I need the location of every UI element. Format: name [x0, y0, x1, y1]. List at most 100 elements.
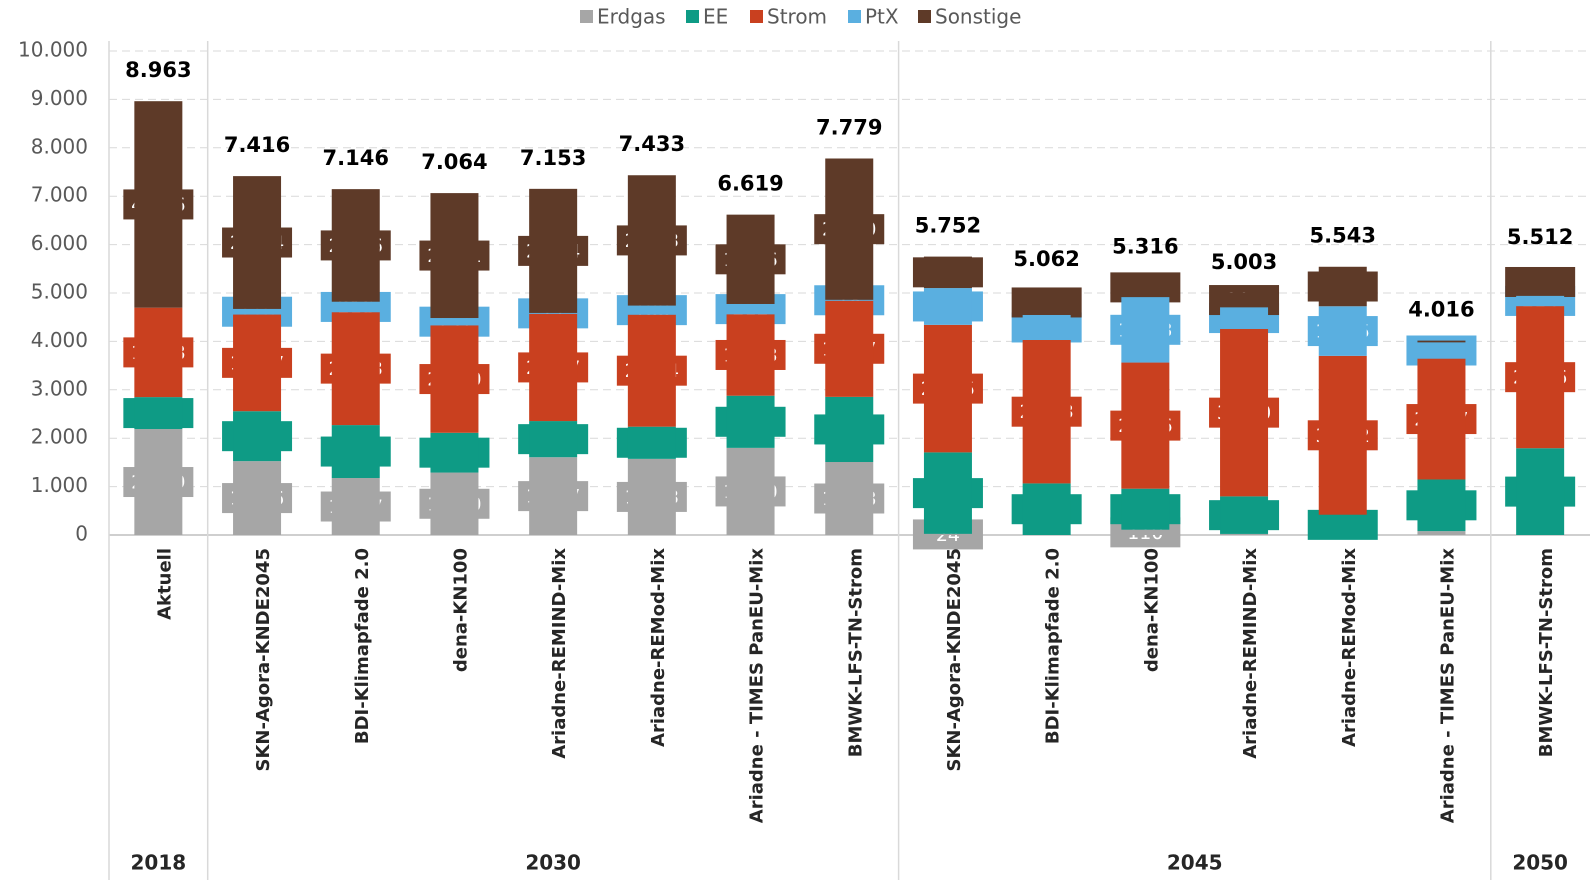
- x-tick-label: BMWK-LFS-TN-Strom: [1536, 548, 1557, 757]
- x-tick-label: Ariadne-REMIND-Mix: [549, 548, 570, 759]
- x-tick-label: SKN-Agora-KNDE2045: [253, 548, 274, 771]
- total-label: 7.433: [619, 132, 685, 156]
- bar-segment: [233, 176, 282, 309]
- bar-segment: [627, 314, 676, 427]
- bar-segment: [1022, 339, 1071, 484]
- bar-segment: [726, 303, 775, 315]
- legend-swatch: [848, 10, 861, 23]
- group-label: 2018: [131, 851, 187, 875]
- bar-segment: [1318, 514, 1367, 535]
- bar-segment: [1516, 268, 1565, 296]
- bar-segment: [923, 452, 972, 534]
- total-label: 5.512: [1507, 225, 1573, 249]
- bar-segment: [233, 314, 282, 412]
- bar-segment: [1220, 496, 1269, 534]
- legend-swatch: [686, 10, 699, 23]
- y-tick-label: 0: [75, 522, 88, 546]
- bar-segment: [923, 533, 972, 535]
- y-tick-label: 4.000: [31, 328, 88, 352]
- x-tick-label: SKN-Agora-KNDE2045: [944, 548, 965, 771]
- legend-label: Sonstige: [935, 5, 1021, 29]
- total-label: 6.619: [717, 172, 783, 196]
- bar-segment: [529, 312, 578, 314]
- bar-segment: [726, 214, 775, 304]
- legend-label: Strom: [767, 5, 827, 29]
- bar-segment: [331, 312, 380, 426]
- x-tick-label: BDI-Klimapfade 2.0: [352, 548, 373, 744]
- bar-segment: [134, 397, 183, 430]
- y-tick-label: 9.000: [31, 86, 88, 110]
- total-label: 7.153: [520, 146, 586, 170]
- bar-segment: [1121, 297, 1170, 363]
- bar-segment: [923, 256, 972, 289]
- bar-segment: [1121, 529, 1170, 535]
- bar-segment: [529, 313, 578, 422]
- y-tick-label: 6.000: [31, 231, 88, 255]
- bar-segment: [1318, 355, 1367, 515]
- bar-segment: [233, 461, 282, 535]
- bar-segment: [1220, 307, 1269, 329]
- bar-segment: [1516, 448, 1565, 535]
- group-label: 2045: [1167, 851, 1223, 875]
- bar-segment: [1121, 488, 1170, 530]
- bar-segment: [1022, 289, 1071, 315]
- total-label: 7.064: [421, 150, 487, 174]
- bar-segment: [430, 432, 479, 473]
- bar-segment: [825, 300, 874, 397]
- bar-segment: [627, 305, 676, 315]
- x-tick-label: dena-KN100: [1141, 548, 1162, 672]
- x-tick-label: Ariadne - TIMES PanEU-Mix: [1437, 548, 1458, 824]
- bar-segment: [1022, 483, 1071, 535]
- bar-segment: [627, 426, 676, 459]
- bar-segment: [1417, 479, 1466, 532]
- bar-segment: [430, 472, 479, 535]
- total-label: 7.416: [224, 133, 290, 157]
- bar-segment: [726, 447, 775, 535]
- bar-segment: [825, 396, 874, 463]
- x-tick-label: Ariadne-REMod-Mix: [1339, 548, 1360, 747]
- x-tick-label: Ariadne - TIMES PanEU-Mix: [747, 548, 768, 824]
- y-tick-label: 10.000: [18, 38, 88, 62]
- bar-segment: [923, 288, 972, 325]
- x-tick-label: Ariadne-REMIND-Mix: [1240, 548, 1261, 759]
- bar-segment: [825, 299, 874, 301]
- bar-segment: [134, 429, 183, 535]
- bar-segment: [331, 478, 380, 535]
- bar-segment: [1121, 362, 1170, 489]
- group-label: 2050: [1512, 851, 1568, 875]
- bar-segment: [1220, 292, 1269, 308]
- y-tick-label: 7.000: [31, 183, 88, 207]
- group-label: 2030: [525, 851, 581, 875]
- bar-segment: [430, 193, 479, 319]
- legend-swatch: [750, 10, 763, 23]
- bar-segment: [529, 188, 578, 313]
- total-label: 5.752: [915, 214, 981, 238]
- x-tick-label: Ariadne-REMod-Mix: [648, 548, 669, 747]
- y-tick-label: 3.000: [31, 376, 88, 400]
- x-tick-label: Aktuell: [154, 548, 175, 620]
- bar-segment: [1417, 358, 1466, 480]
- y-tick-label: 1.000: [31, 473, 88, 497]
- y-tick-label: 8.000: [31, 134, 88, 158]
- bar-segment: [1121, 277, 1170, 298]
- legend-label: Erdgas: [597, 5, 666, 29]
- total-label: 5.003: [1211, 250, 1277, 274]
- total-label: 5.062: [1013, 247, 1079, 271]
- legend-label: EE: [703, 5, 728, 29]
- x-tick-label: dena-KN100: [450, 548, 471, 672]
- bar-segment: [1516, 306, 1565, 449]
- bar-segment: [1417, 531, 1466, 535]
- bar-segment: [430, 318, 479, 326]
- bar-segment: [331, 189, 380, 302]
- bar-segment: [331, 425, 380, 479]
- y-tick-label: 2.000: [31, 425, 88, 449]
- bar-segment: [627, 458, 676, 535]
- bar-segment: [529, 457, 578, 535]
- legend-label: PtX: [865, 5, 899, 29]
- legend-swatch: [580, 10, 593, 23]
- total-label: 8.963: [125, 58, 191, 82]
- bar-segment: [1220, 533, 1269, 535]
- bar-segment: [331, 301, 380, 313]
- bar-segment: [726, 395, 775, 448]
- bar-segment: [726, 314, 775, 396]
